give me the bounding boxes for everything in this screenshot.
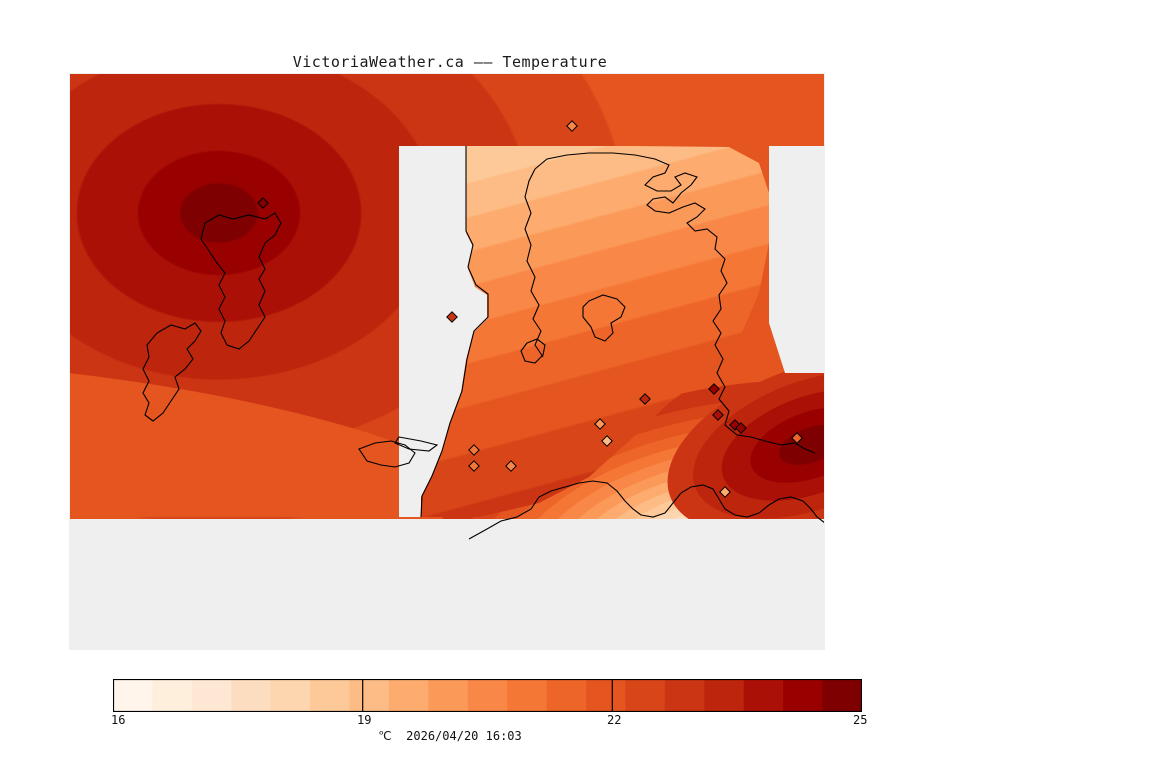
colorbar-cell (152, 679, 193, 712)
plot-frame (69, 73, 825, 650)
north-strait-mask (399, 146, 487, 517)
colorbar-cell (191, 679, 232, 712)
west-coastline (420, 146, 489, 518)
south-bay-coastline (468, 480, 825, 540)
colorbar-label-19: 19 (357, 713, 372, 727)
station-marker[interactable] (468, 460, 480, 472)
colorbar-cell (428, 679, 469, 712)
station-marker[interactable] (712, 409, 724, 421)
station-marker[interactable] (446, 311, 458, 323)
colorbar-caption: ℃ 2026/04/20 16:03 (378, 729, 522, 743)
east-hot-tongue (667, 355, 825, 535)
colorbar-cell (231, 679, 272, 712)
colorbar-label-22: 22 (607, 713, 622, 727)
south-land-mask (69, 519, 825, 650)
station-markers[interactable] (257, 120, 803, 498)
station-marker[interactable] (639, 393, 651, 405)
colorbar-cell (507, 679, 548, 712)
north-east-coastline (534, 152, 816, 454)
station-marker[interactable] (505, 460, 517, 472)
north-inner-bay (524, 168, 544, 358)
colorbar-cells (113, 679, 862, 712)
colorbar-cell (783, 679, 824, 712)
page-title: VictoriaWeather.ca —— Temperature (292, 53, 608, 71)
colorbar-frame (113, 679, 862, 712)
station-marker[interactable] (257, 197, 269, 209)
colorbar-cell (113, 679, 154, 712)
station-marker[interactable] (566, 120, 578, 132)
colorbar-cell (822, 679, 862, 712)
coastline-land (420, 146, 816, 518)
colorbar-cell (270, 679, 311, 712)
colorbar-cell (467, 679, 508, 712)
station-marker[interactable] (735, 422, 747, 434)
colorbar-label-min: 16 (111, 713, 126, 727)
station-marker[interactable] (468, 444, 480, 456)
colorbar-cell (586, 679, 627, 712)
station-marker[interactable] (719, 486, 731, 498)
ne-gray-mask (769, 146, 825, 373)
colorbar-cell (546, 679, 587, 712)
colorbar-cell (625, 679, 666, 712)
colorbar-svg[interactable] (113, 679, 862, 712)
contour-field (69, 73, 825, 650)
colorbar-cell (349, 679, 390, 712)
colorbar-cell (664, 679, 705, 712)
station-marker[interactable] (791, 432, 803, 444)
station-marker[interactable] (601, 435, 613, 447)
coastline-paths (142, 212, 825, 540)
colorbar-cell (704, 679, 745, 712)
colorbar-label-max: 25 (853, 713, 868, 727)
map-plot-area[interactable] (69, 73, 825, 650)
colorbar[interactable] (113, 679, 862, 712)
temperature-contour-map[interactable] (69, 73, 825, 650)
station-marker[interactable] (708, 383, 720, 395)
colorbar-cell (310, 679, 351, 712)
colorbar-cell (743, 679, 784, 712)
colorbar-cell (388, 679, 429, 712)
station-marker[interactable] (594, 418, 606, 430)
